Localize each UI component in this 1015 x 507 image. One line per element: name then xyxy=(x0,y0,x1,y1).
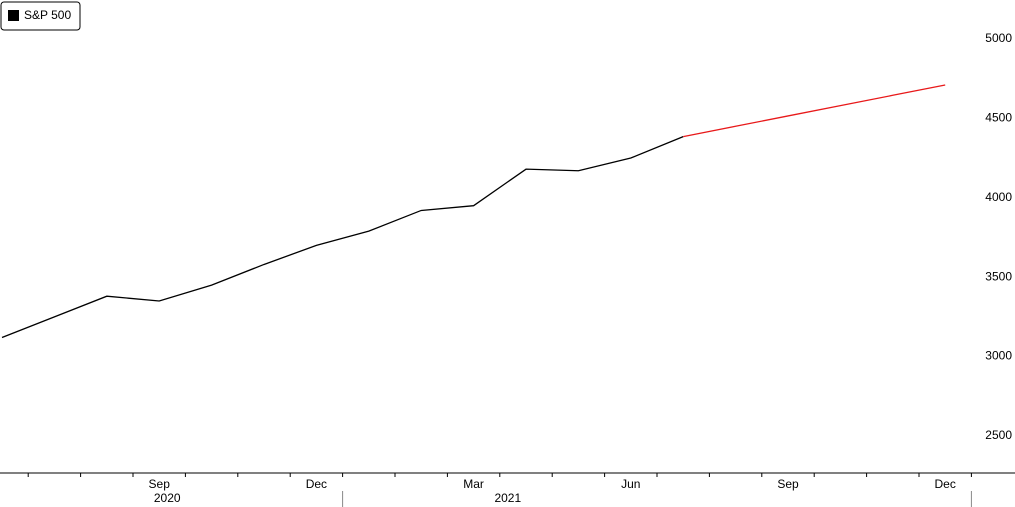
legend-box xyxy=(0,1,81,31)
series-line xyxy=(1,135,684,339)
y-tick-label: 2500 xyxy=(985,428,1012,442)
legend: S&P 500 xyxy=(0,1,81,31)
x-tick-label: Sep xyxy=(149,477,171,491)
y-tick-label: 3000 xyxy=(985,349,1012,363)
x-tick-label: Dec xyxy=(935,477,956,491)
series-line xyxy=(683,84,946,138)
legend-swatch xyxy=(8,10,19,21)
y-tick-label: 5000 xyxy=(985,31,1012,45)
y-tick-label: 3500 xyxy=(985,269,1012,283)
x-tick-label: Mar xyxy=(463,477,484,491)
legend-label: S&P 500 xyxy=(24,8,71,22)
year-label: 2020 xyxy=(154,491,181,505)
year-label: 2021 xyxy=(494,491,521,505)
x-tick-label: Sep xyxy=(777,477,799,491)
x-tick-label: Jun xyxy=(621,477,640,491)
y-tick-label: 4000 xyxy=(985,190,1012,204)
y-tick-label: 4500 xyxy=(985,111,1012,125)
x-tick-label: Dec xyxy=(306,477,327,491)
